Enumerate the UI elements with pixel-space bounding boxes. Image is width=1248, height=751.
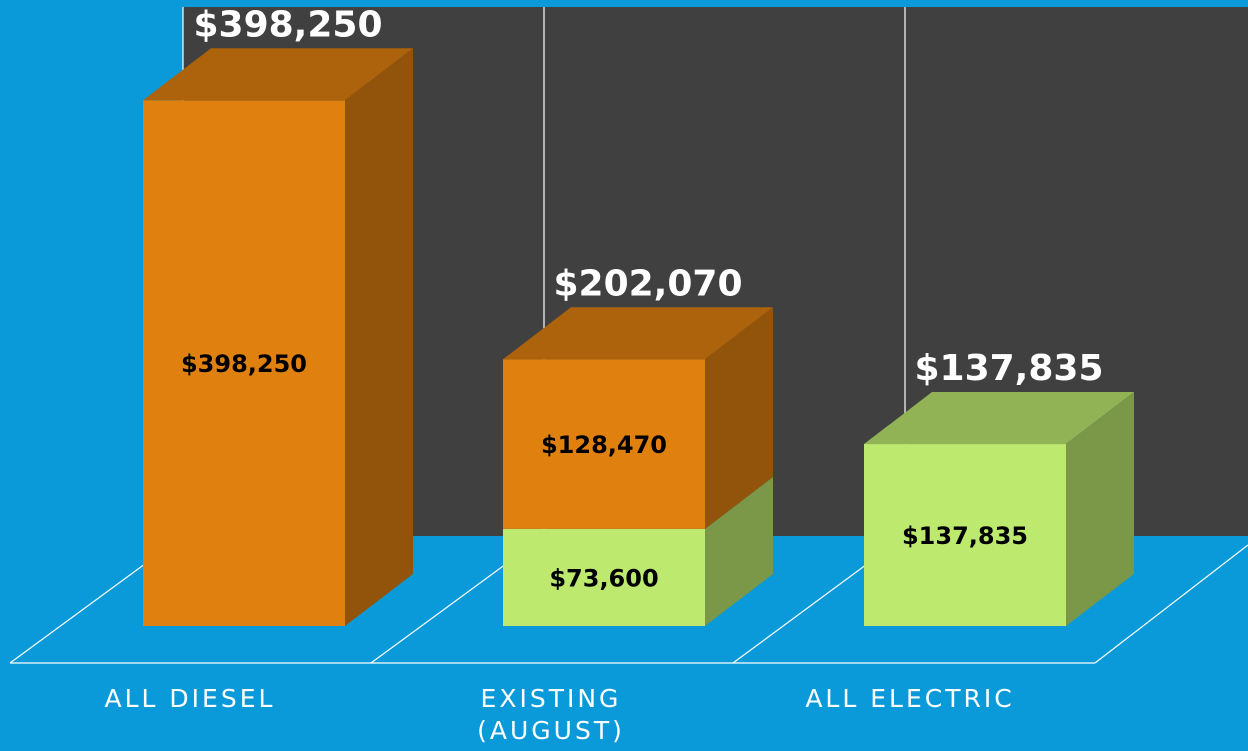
x-tick-label: ALL ELECTRIC [805, 684, 1015, 713]
x-tick-label: EXISTING (AUGUST) [477, 684, 625, 745]
bar [503, 528, 705, 626]
bar-side [345, 48, 413, 627]
bar-top [143, 48, 413, 101]
bar-side [705, 307, 773, 529]
total-label: $398,250 [193, 4, 382, 45]
bar-top [864, 392, 1134, 445]
bar-side [705, 476, 773, 626]
value-label: $128,470 [541, 431, 667, 459]
x-tick-label: ALL DIESEL [104, 684, 276, 713]
bar [143, 100, 345, 626]
bar [503, 359, 705, 529]
bar-side [1066, 392, 1134, 626]
total-label: $137,835 [914, 348, 1103, 389]
bar [864, 444, 1066, 626]
bar-top [503, 307, 773, 360]
total-label: $202,070 [553, 263, 742, 304]
value-label: $398,250 [181, 350, 307, 378]
value-label: $137,835 [902, 522, 1028, 550]
value-label: $73,600 [549, 564, 658, 592]
